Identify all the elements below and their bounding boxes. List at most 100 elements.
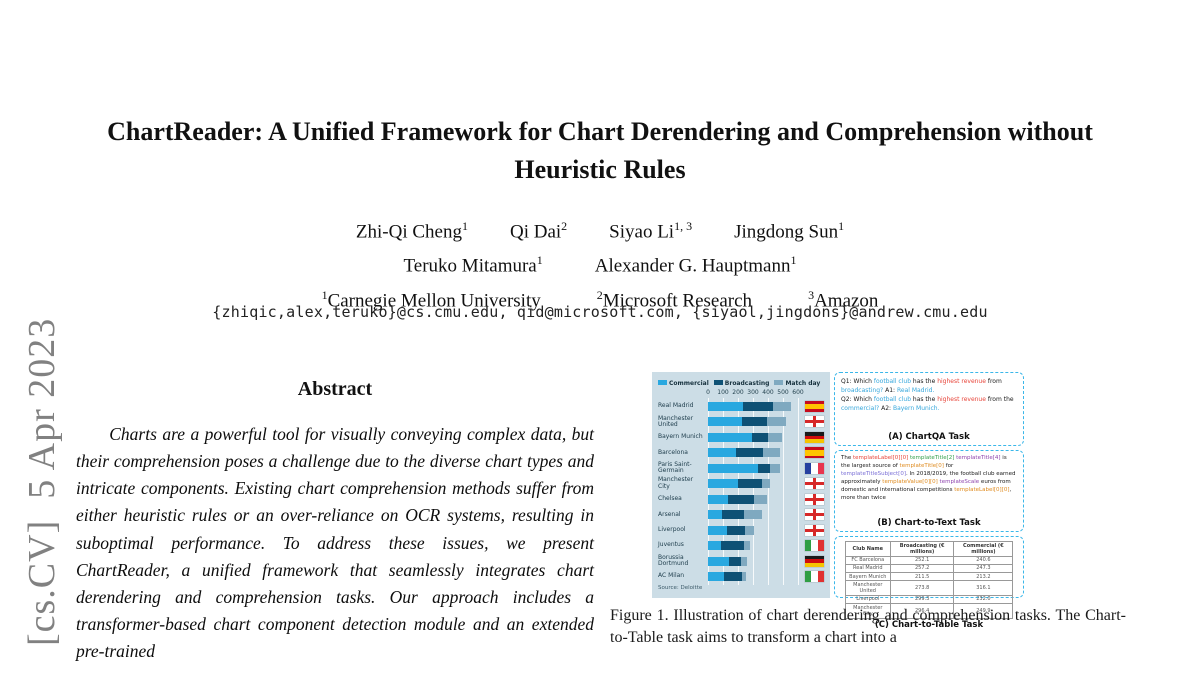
abstract-text: Charts are a powerful tool for visually … xyxy=(76,424,594,661)
stacked-bar xyxy=(708,556,747,566)
chartqa-task-caption: (A) ChartQA Task xyxy=(888,432,970,443)
stacked-bar xyxy=(708,541,750,551)
bar-track xyxy=(708,556,801,566)
bar-segment xyxy=(757,463,771,473)
author-entry: Zhi-Qi Cheng1 xyxy=(355,219,468,243)
x-axis-tick-label: 200 xyxy=(732,389,744,396)
chart-legend: Commercial Broadcasting Match day xyxy=(658,377,826,389)
club-label: Real Madrid xyxy=(658,402,694,410)
table-header: Commercial (€ millions) xyxy=(953,541,1014,557)
table-row: Manchester City 296.4 249.9 xyxy=(844,603,1014,619)
table-header: Club Name xyxy=(844,541,892,557)
bar-segment xyxy=(773,402,791,411)
table-row: Bayern Munich 211.5 213.2 xyxy=(844,571,1014,582)
bar-segment xyxy=(708,510,723,520)
club-label: Bayern Munich xyxy=(658,433,703,441)
bar-track xyxy=(708,541,801,551)
author-entry: 1Carnegie Mellon University xyxy=(321,287,541,311)
bar-segment xyxy=(768,432,782,442)
bar-track xyxy=(708,463,801,473)
bar-segment xyxy=(744,525,754,535)
bar-track xyxy=(708,494,801,504)
stacked-bar xyxy=(708,510,762,520)
table-header: Broadcasting (€ millions) xyxy=(890,541,955,557)
bar-segment xyxy=(726,525,745,535)
right-column: Commercial Broadcasting Match day 0 100 200 30… xyxy=(610,372,1126,650)
bar-segment xyxy=(708,479,738,489)
chart-to-table-task-caption: (C) Chart-to-Table Task xyxy=(874,619,984,630)
club-label: Liverpool xyxy=(658,525,686,533)
stacked-bar xyxy=(708,417,786,427)
flag-england-icon xyxy=(805,416,824,428)
chart-plot-area: Real Madrid Manchester United Bayern Munic… xyxy=(658,398,826,585)
affiliations-line: 1Carnegie Mellon University 2Microsoft Re… xyxy=(0,281,1200,315)
bar-segment xyxy=(738,479,762,489)
stacked-bar xyxy=(708,448,780,458)
bar-segment xyxy=(708,525,727,535)
author-emails: {zhiqic,alex,teruko}@cs.cmu.edu, qid@mic… xyxy=(212,303,988,321)
flag-france-icon xyxy=(805,462,824,474)
chart-source: Source: Deloitte xyxy=(658,585,703,591)
left-column: Abstract Charts are a powerful tool for … xyxy=(76,378,594,683)
bar-segment xyxy=(762,479,771,489)
stacked-bar xyxy=(708,571,746,581)
flag-england-icon xyxy=(805,478,824,490)
chart-bar-row: Liverpool xyxy=(658,524,826,537)
flag-england-icon xyxy=(805,524,824,536)
author-line-1: Zhi-Qi Cheng1 Qi Dai2 Siyao Li1, 3 Jingdong… xyxy=(0,212,1200,246)
x-axis-tick-label: 0 xyxy=(706,389,710,396)
stacked-bar xyxy=(708,525,754,535)
bar-segment xyxy=(708,402,743,411)
flag-germany-icon xyxy=(805,555,824,567)
bar-segment xyxy=(708,571,724,581)
chart-to-text-task-caption: (B) Chart-to-Text Task xyxy=(877,518,981,528)
table-row: Real Madrid 257.2 247.3 xyxy=(844,563,1014,574)
x-axis-tick-label: 500 xyxy=(777,389,789,396)
bar-segment xyxy=(744,541,750,551)
bar-track xyxy=(708,571,801,581)
x-axis-ticks: 0 100 200 300 400 500 600 xyxy=(706,389,804,398)
x-axis-tick-label: 100 xyxy=(717,389,729,396)
bar-track xyxy=(708,525,801,535)
bar-segment xyxy=(766,417,786,427)
abstract-heading: Abstract xyxy=(297,378,373,400)
chart-bar-row: Manchester United xyxy=(658,415,826,428)
author-entry: 2Microsoft Research xyxy=(596,287,753,311)
chart-bar-row: Manchester City xyxy=(658,477,826,490)
author-entry: Siyao Li1, 3 xyxy=(609,219,693,243)
author-line-2: Teruko Mitamura1 Alexander G. Hauptmann1 xyxy=(0,246,1200,280)
author-entry: Alexander G. Hauptmann1 xyxy=(594,253,797,277)
author-entry: 3Amazon xyxy=(808,287,879,311)
chart-bar-row: AC Milan xyxy=(658,570,826,583)
author-entry: Teruko Mitamura1 xyxy=(403,253,543,277)
club-label: Barcelona xyxy=(658,448,688,456)
bar-segment xyxy=(742,402,774,411)
bar-segment xyxy=(708,494,729,504)
table-row: FC Barcelona 252.1 240.6 xyxy=(844,555,1014,565)
bar-segment xyxy=(741,417,767,427)
bar-track xyxy=(708,510,801,520)
chartqa-task-text: Q1: Which football club has the highest … xyxy=(841,378,1016,412)
stacked-bar xyxy=(708,494,767,504)
bar-track xyxy=(708,402,801,411)
club-label: Juventus xyxy=(658,541,684,549)
x-axis-tick-label: 400 xyxy=(762,389,774,396)
chart-to-text-task-text: The templateLabel[0][0] templateTitle[2]… xyxy=(841,455,1016,501)
chart-bar-row: Bayern Munich xyxy=(658,431,826,444)
table-row: Manchester United 273.8 316.1 xyxy=(844,580,1014,596)
bar-segment xyxy=(708,463,758,473)
figure-caption: Figure 1. Illustration of chart derender… xyxy=(610,607,1126,647)
bar-segment xyxy=(729,556,741,566)
flag-germany-icon xyxy=(805,431,824,443)
bar-segment xyxy=(722,510,744,520)
club-label: Chelsea xyxy=(658,495,682,503)
bar-segment xyxy=(720,541,744,551)
chart-bar-row: Borussia Dortmund xyxy=(658,554,826,568)
flag-spain-icon xyxy=(805,447,824,459)
chart-to-table-task-box: Club Name Broadcasting (€ millions) Commer… xyxy=(834,536,1024,630)
revenue-bar-chart: Commercial Broadcasting Match day 0 100 200 30… xyxy=(652,372,830,598)
gridlines xyxy=(708,398,800,585)
bar-segment xyxy=(741,556,747,566)
flag-england-icon xyxy=(805,509,824,521)
bar-track xyxy=(708,448,801,458)
